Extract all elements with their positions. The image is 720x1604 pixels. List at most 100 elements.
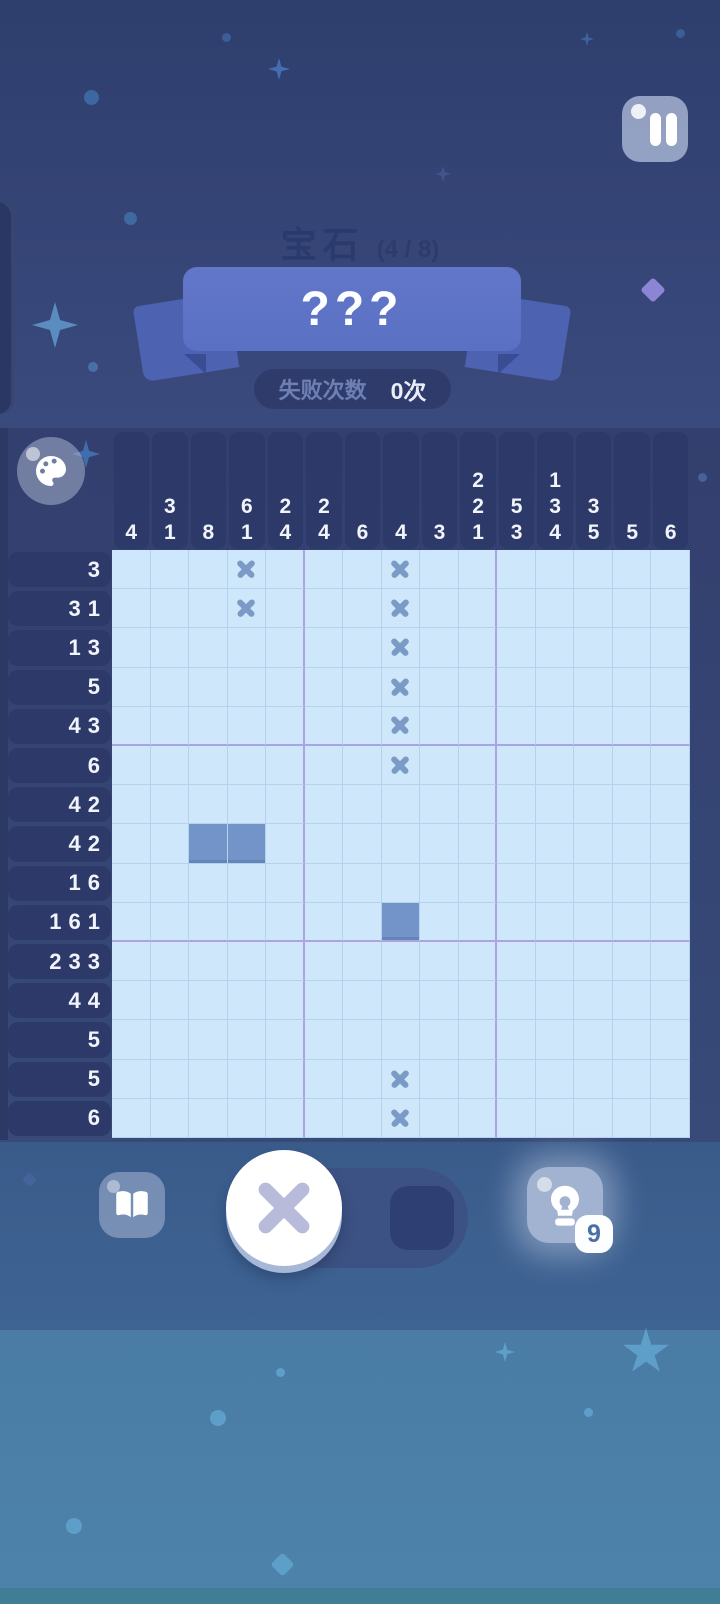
grid-cell[interactable] <box>150 1059 190 1099</box>
grid-cell[interactable] <box>189 785 228 825</box>
pause-button[interactable] <box>622 96 688 162</box>
grid-cell[interactable] <box>458 981 498 1021</box>
grid-cell[interactable] <box>266 863 305 903</box>
grid-cell[interactable] <box>266 902 305 942</box>
grid-cell[interactable] <box>535 628 575 668</box>
grid-cell[interactable] <box>189 1098 228 1138</box>
grid-cell[interactable] <box>227 1059 267 1099</box>
fill-mode-button[interactable] <box>390 1186 454 1250</box>
grid-cell[interactable] <box>266 589 305 629</box>
grid-cell[interactable] <box>497 785 536 825</box>
grid-cell[interactable] <box>574 746 613 786</box>
grid-cell[interactable] <box>150 942 190 982</box>
grid-cell[interactable] <box>227 746 267 786</box>
grid-cell[interactable] <box>651 863 690 903</box>
grid-cell[interactable] <box>574 628 613 668</box>
grid-cell[interactable] <box>150 706 190 746</box>
grid-cell[interactable] <box>343 550 382 590</box>
grid-cell[interactable] <box>497 589 536 629</box>
grid-cell[interactable] <box>651 942 690 982</box>
grid-cell[interactable] <box>343 863 382 903</box>
grid-cell[interactable] <box>535 1020 575 1060</box>
grid-cell[interactable] <box>497 550 536 590</box>
grid-cell[interactable] <box>535 863 575 903</box>
grid-cell[interactable] <box>420 746 459 786</box>
grid-cell[interactable] <box>112 785 151 825</box>
grid-cell[interactable] <box>150 863 190 903</box>
grid-cell[interactable] <box>112 746 151 786</box>
grid-cell[interactable] <box>304 902 344 942</box>
grid-cell[interactable] <box>574 667 613 707</box>
grid-cell[interactable] <box>150 1020 190 1060</box>
mark-mode-toggle[interactable] <box>226 1150 468 1268</box>
grid-cell[interactable] <box>612 628 652 668</box>
grid-cell[interactable] <box>381 824 421 864</box>
grid-cell[interactable] <box>304 628 344 668</box>
grid-cell[interactable] <box>343 942 382 982</box>
grid-cell[interactable] <box>458 1059 498 1099</box>
grid-cell[interactable] <box>574 589 613 629</box>
grid-cell[interactable] <box>612 785 652 825</box>
grid-cell[interactable] <box>535 589 575 629</box>
grid-cell[interactable] <box>150 785 190 825</box>
grid-cell[interactable] <box>497 863 536 903</box>
grid-cell-crossed[interactable] <box>381 550 421 590</box>
grid-cell[interactable] <box>612 1059 652 1099</box>
grid-cell[interactable] <box>112 863 151 903</box>
grid-cell[interactable] <box>304 706 344 746</box>
grid-cell[interactable] <box>574 824 613 864</box>
grid-cell[interactable] <box>497 942 536 982</box>
grid-cell[interactable] <box>574 902 613 942</box>
grid-cell[interactable] <box>458 628 498 668</box>
grid-cell[interactable] <box>497 706 536 746</box>
grid-cell[interactable] <box>112 706 151 746</box>
grid-cell[interactable] <box>150 550 190 590</box>
grid-cell[interactable] <box>420 667 459 707</box>
grid-cell[interactable] <box>266 824 305 864</box>
grid-cell[interactable] <box>343 1059 382 1099</box>
grid-cell[interactable] <box>227 863 267 903</box>
grid-cell[interactable] <box>612 746 652 786</box>
grid-cell[interactable] <box>266 550 305 590</box>
grid-cell[interactable] <box>535 706 575 746</box>
grid-cell[interactable] <box>304 942 344 982</box>
grid-cell[interactable] <box>150 589 190 629</box>
grid-cell[interactable] <box>227 667 267 707</box>
grid-cell[interactable] <box>651 589 690 629</box>
grid-cell[interactable] <box>343 824 382 864</box>
grid-cell[interactable] <box>497 981 536 1021</box>
grid-cell[interactable] <box>420 628 459 668</box>
grid-cell[interactable] <box>266 746 305 786</box>
grid-cell[interactable] <box>535 824 575 864</box>
grid-cell[interactable] <box>574 550 613 590</box>
x-mode-button[interactable] <box>226 1150 342 1266</box>
grid-cell[interactable] <box>458 706 498 746</box>
grid-cell[interactable] <box>227 981 267 1021</box>
grid-cell-crossed[interactable] <box>381 628 421 668</box>
hint-button[interactable]: 9 <box>527 1167 613 1253</box>
grid-cell[interactable] <box>458 589 498 629</box>
grid-cell[interactable] <box>535 785 575 825</box>
grid-cell[interactable] <box>574 706 613 746</box>
grid-cell[interactable] <box>112 1059 151 1099</box>
grid-cell-crossed[interactable] <box>381 667 421 707</box>
grid-cell[interactable] <box>420 1098 459 1138</box>
grid-cell[interactable] <box>420 785 459 825</box>
grid-cell[interactable] <box>227 1098 267 1138</box>
grid-cell[interactable] <box>651 902 690 942</box>
grid-cell[interactable] <box>458 550 498 590</box>
grid-cell[interactable] <box>227 1020 267 1060</box>
grid-cell-crossed[interactable] <box>381 1059 421 1099</box>
grid-cell[interactable] <box>612 706 652 746</box>
grid-cell[interactable] <box>612 824 652 864</box>
grid-cell[interactable] <box>535 942 575 982</box>
grid-cell-crossed[interactable] <box>381 589 421 629</box>
grid-cell[interactable] <box>266 785 305 825</box>
grid-cell[interactable] <box>612 902 652 942</box>
grid-cell[interactable] <box>420 824 459 864</box>
grid-cell[interactable] <box>227 628 267 668</box>
grid-cell[interactable] <box>150 628 190 668</box>
grid-cell[interactable] <box>343 667 382 707</box>
grid-cell[interactable] <box>150 1098 190 1138</box>
grid-cell[interactable] <box>535 902 575 942</box>
